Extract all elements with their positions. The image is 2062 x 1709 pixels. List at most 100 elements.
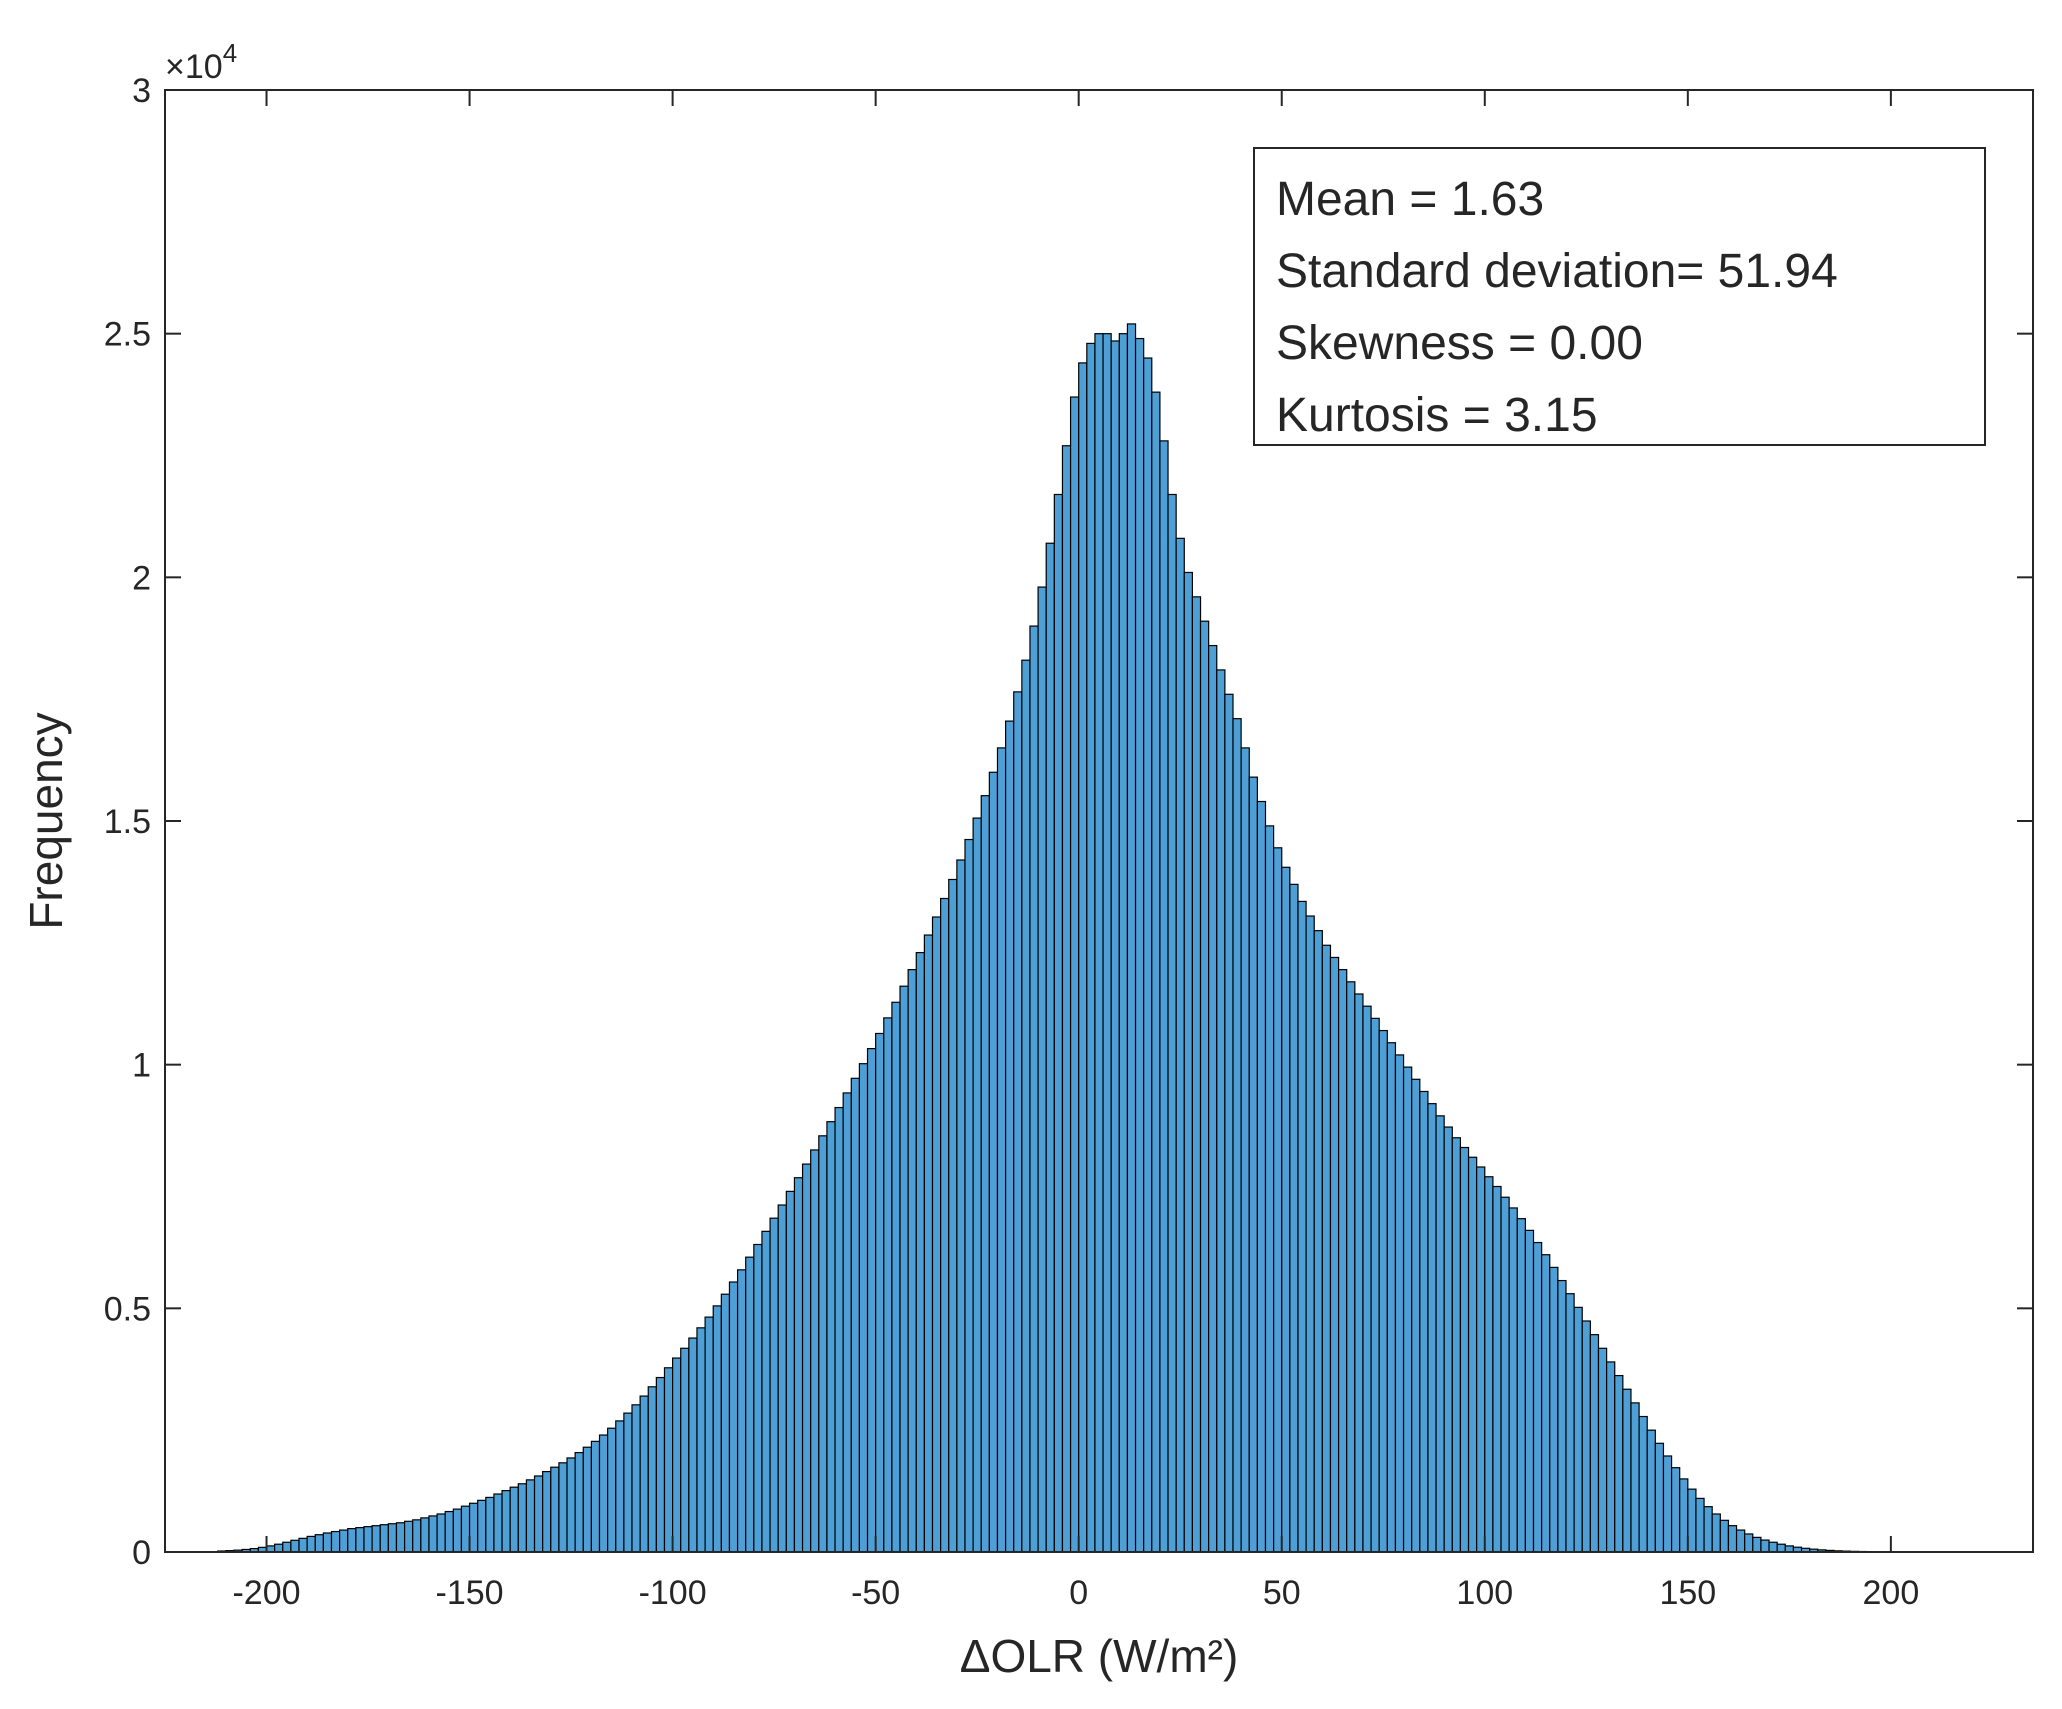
histogram-bar (1118, 333, 1129, 1553)
histogram-bar (948, 878, 958, 1553)
histogram-bar (1321, 944, 1332, 1553)
histogram-bar (1532, 1241, 1543, 1553)
y-axis-label: Frequency (20, 712, 72, 929)
histogram-bar (274, 1543, 284, 1553)
histogram-bar (956, 859, 966, 1553)
histogram-bar (1175, 537, 1185, 1553)
histogram-bar (1557, 1279, 1567, 1553)
histogram-bar (1484, 1176, 1494, 1553)
histogram-bar (793, 1177, 804, 1553)
histogram-bar (1695, 1497, 1705, 1553)
histogram-bar (1687, 1488, 1697, 1553)
y-tick-label: 1.5 (104, 803, 151, 841)
histogram-bar (1622, 1388, 1632, 1553)
stats-box-frame (1253, 147, 1986, 446)
histogram-bar (1191, 596, 1202, 1553)
histogram-bar (1029, 625, 1039, 1553)
histogram-bar (1069, 396, 1080, 1553)
y-exponent-label: ×104 (165, 38, 237, 86)
histogram-bar (826, 1121, 836, 1553)
x-tick-label: 200 (1863, 1574, 1920, 1612)
histogram-bar (322, 1532, 333, 1553)
histogram-bar (1451, 1137, 1462, 1553)
histogram-bar (801, 1163, 812, 1553)
y-tick-label: 0 (132, 1534, 151, 1572)
histogram-bar (598, 1434, 609, 1553)
histogram-bar (347, 1528, 357, 1553)
histogram-bar (850, 1077, 861, 1553)
histogram-bar (290, 1539, 300, 1553)
histogram-bar (1459, 1146, 1470, 1553)
histogram-bar (1711, 1513, 1721, 1553)
stats-mean: Mean = 1.63 (1276, 173, 1544, 226)
histogram-bar (282, 1541, 292, 1553)
x-tick-label: -50 (851, 1574, 900, 1612)
histogram-bar (1744, 1533, 1754, 1553)
histogram-bar (444, 1510, 454, 1553)
histogram-bar (1053, 493, 1064, 1553)
histogram-bar (1476, 1166, 1486, 1553)
histogram-bar (1638, 1415, 1648, 1553)
histogram-bar (923, 934, 934, 1553)
histogram-bar (761, 1230, 771, 1553)
histogram-bar (1337, 969, 1348, 1553)
histogram-bar (1248, 776, 1258, 1553)
histogram-bar (1500, 1196, 1510, 1553)
histogram-bar (907, 969, 917, 1553)
histogram-bar (1167, 493, 1177, 1553)
x-tick-label: -150 (436, 1574, 504, 1612)
stats-standard-deviation: Standard deviation= 51.94 (1276, 245, 1838, 298)
histogram-bar (972, 817, 982, 1553)
histogram-bar (931, 916, 942, 1553)
histogram-bar (1354, 993, 1364, 1553)
histogram-bar (1143, 357, 1153, 1553)
stats-kurtosis: Kurtosis = 3.15 (1276, 389, 1598, 442)
histogram-bar (1589, 1334, 1600, 1553)
histogram-bar (647, 1386, 657, 1553)
x-axis-label: ΔOLR (W/m²) (960, 1630, 1239, 1682)
histogram-bar (615, 1420, 625, 1553)
histogram-bar (680, 1347, 690, 1553)
histogram-bar (899, 985, 909, 1553)
histogram-bar (1151, 391, 1161, 1553)
histogram-bar (1735, 1529, 1746, 1553)
histogram-bar (777, 1204, 787, 1553)
x-tick-label: 100 (1456, 1574, 1513, 1612)
histogram-bar (736, 1269, 747, 1553)
histogram-bar (891, 1001, 901, 1553)
histogram-bar (858, 1063, 869, 1553)
histogram-bar (1013, 691, 1023, 1553)
histogram-bar (1435, 1115, 1445, 1553)
histogram-bar (753, 1243, 763, 1553)
y-tick-label: 2 (132, 559, 151, 597)
histogram-bar (1134, 337, 1145, 1553)
histogram-bar (1329, 956, 1340, 1553)
histogram-bar (1630, 1402, 1640, 1553)
histogram-bar (1727, 1525, 1738, 1553)
histogram-bar (1760, 1539, 1770, 1553)
histogram-bar (1378, 1029, 1388, 1553)
histogram-bar (1606, 1361, 1616, 1553)
histogram-bar (1573, 1306, 1583, 1553)
histogram-bar (639, 1395, 649, 1553)
histogram-bar (1240, 747, 1250, 1553)
x-tick-label: -200 (232, 1574, 300, 1612)
histogram-bar (387, 1523, 398, 1553)
histogram-bar (1199, 620, 1210, 1553)
x-tick-label: -100 (639, 1574, 707, 1612)
histogram-bar (1581, 1320, 1591, 1553)
histogram-bar (663, 1367, 674, 1553)
histogram-bar (1370, 1017, 1380, 1553)
histogram-bar (582, 1446, 592, 1553)
histogram-bar (1703, 1506, 1713, 1553)
histogram-bar (1183, 571, 1194, 1553)
histogram-bar (720, 1293, 731, 1553)
histogram-bar (1776, 1543, 1786, 1553)
histogram-bar (1662, 1455, 1673, 1553)
histogram-bar (1768, 1541, 1778, 1553)
histogram-bar (875, 1032, 885, 1553)
histogram-bar (1159, 440, 1169, 1553)
histogram-bar (412, 1519, 422, 1553)
histogram-bar (728, 1281, 739, 1553)
histogram-bar (428, 1515, 438, 1553)
